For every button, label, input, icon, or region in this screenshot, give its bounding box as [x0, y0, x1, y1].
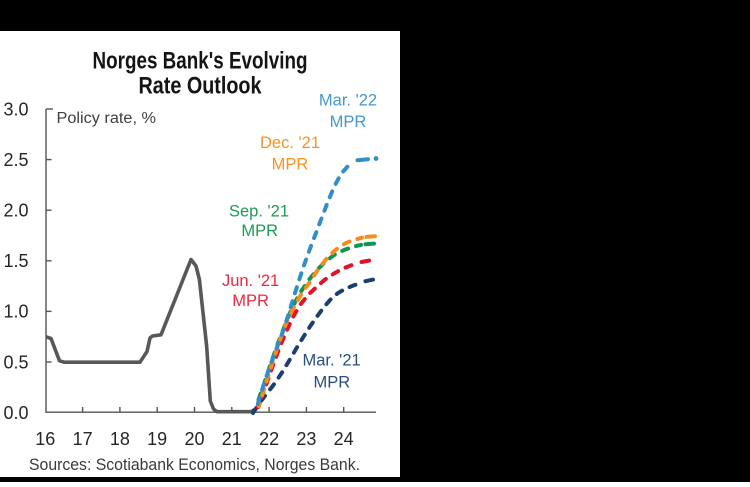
svg-text:MPR: MPR [272, 156, 309, 174]
svg-text:23: 23 [296, 429, 316, 449]
svg-text:MPR: MPR [313, 374, 350, 392]
svg-text:Mar. '22: Mar. '22 [319, 92, 377, 110]
svg-text:Norges Bank's Evolving: Norges Bank's Evolving [93, 48, 308, 75]
svg-text:Mar. '21: Mar. '21 [303, 352, 361, 370]
svg-text:17: 17 [73, 429, 93, 449]
svg-text:Rate Outlook: Rate Outlook [139, 73, 262, 100]
svg-text:1.5: 1.5 [3, 251, 28, 271]
svg-text:MPR: MPR [232, 292, 269, 310]
svg-text:20: 20 [184, 429, 204, 449]
svg-text:2.5: 2.5 [3, 150, 28, 170]
svg-text:24: 24 [334, 429, 354, 449]
svg-text:22: 22 [259, 429, 279, 449]
svg-text:1.0: 1.0 [3, 302, 28, 322]
svg-text:16: 16 [35, 429, 55, 449]
svg-text:19: 19 [147, 429, 167, 449]
svg-text:MPR: MPR [241, 222, 278, 240]
svg-text:MPR: MPR [330, 113, 367, 131]
svg-text:3.0: 3.0 [3, 99, 28, 119]
svg-text:Sources: Scotiabank Economics,: Sources: Scotiabank Economics, Norges Ba… [29, 455, 360, 474]
svg-text:Policy rate, %: Policy rate, % [57, 110, 157, 127]
svg-text:2.0: 2.0 [3, 201, 28, 221]
svg-text:21: 21 [222, 429, 242, 449]
svg-text:Dec. '21: Dec. '21 [260, 134, 320, 152]
svg-text:0.5: 0.5 [3, 352, 28, 372]
svg-text:Jun. '21: Jun. '21 [222, 272, 279, 290]
svg-text:0.0: 0.0 [3, 403, 28, 423]
svg-text:18: 18 [110, 429, 130, 449]
svg-text:Sep. '21: Sep. '21 [229, 202, 289, 220]
